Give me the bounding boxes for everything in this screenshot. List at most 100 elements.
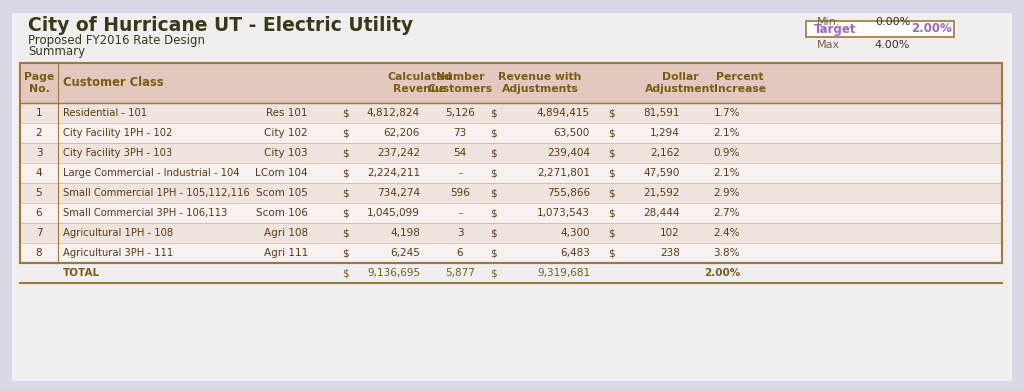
Text: 21,592: 21,592 (643, 188, 680, 198)
Text: $: $ (342, 148, 348, 158)
FancyBboxPatch shape (12, 13, 1012, 381)
Text: 1,294: 1,294 (650, 128, 680, 138)
Text: $: $ (342, 108, 348, 118)
Text: 3: 3 (457, 228, 463, 238)
Text: Percent
Increase: Percent Increase (714, 72, 766, 94)
Text: $: $ (608, 108, 614, 118)
Text: Agri 111: Agri 111 (264, 248, 308, 258)
Text: City 102: City 102 (264, 128, 308, 138)
Text: 2.00%: 2.00% (703, 268, 740, 278)
Text: Dollar
Adjustment: Dollar Adjustment (645, 72, 715, 94)
Text: TOTAL: TOTAL (63, 268, 100, 278)
Text: City Facility 3PH - 103: City Facility 3PH - 103 (63, 148, 172, 158)
Text: $: $ (608, 148, 614, 158)
Text: 6: 6 (36, 208, 42, 218)
Text: $: $ (608, 208, 614, 218)
Text: 2.7%: 2.7% (714, 208, 740, 218)
FancyBboxPatch shape (20, 63, 1002, 103)
Text: 9,136,695: 9,136,695 (367, 268, 420, 278)
Text: $: $ (490, 188, 497, 198)
Text: 237,242: 237,242 (377, 148, 420, 158)
Text: 28,444: 28,444 (643, 208, 680, 218)
Text: $: $ (342, 228, 348, 238)
Text: 47,590: 47,590 (644, 168, 680, 178)
Text: 2.9%: 2.9% (714, 188, 740, 198)
Text: $: $ (608, 168, 614, 178)
Text: $: $ (490, 148, 497, 158)
Text: 2,162: 2,162 (650, 148, 680, 158)
FancyBboxPatch shape (20, 223, 1002, 243)
Text: $: $ (490, 108, 497, 118)
Text: 4,812,824: 4,812,824 (367, 108, 420, 118)
Text: 4: 4 (36, 168, 42, 178)
Text: City Facility 1PH - 102: City Facility 1PH - 102 (63, 128, 172, 138)
Text: 1: 1 (36, 108, 42, 118)
Text: 0.9%: 0.9% (714, 148, 740, 158)
Text: 238: 238 (660, 248, 680, 258)
Text: $: $ (490, 268, 497, 278)
Text: 1.7%: 1.7% (714, 108, 740, 118)
Text: $: $ (342, 188, 348, 198)
Text: $: $ (342, 128, 348, 138)
Text: Agri 108: Agri 108 (264, 228, 308, 238)
Text: Residential - 101: Residential - 101 (63, 108, 147, 118)
Text: 2,224,211: 2,224,211 (367, 168, 420, 178)
Text: Page
No.: Page No. (24, 72, 54, 94)
Text: City of Hurricane UT - Electric Utility: City of Hurricane UT - Electric Utility (28, 16, 413, 35)
Text: Agricultural 3PH - 111: Agricultural 3PH - 111 (63, 248, 173, 258)
Text: 5: 5 (36, 188, 42, 198)
Text: $: $ (490, 128, 497, 138)
Text: $: $ (608, 248, 614, 258)
Text: Agricultural 1PH - 108: Agricultural 1PH - 108 (63, 228, 173, 238)
Text: 734,274: 734,274 (377, 188, 420, 198)
Text: 4.00%: 4.00% (874, 40, 910, 50)
Text: 3: 3 (36, 148, 42, 158)
Text: 7: 7 (36, 228, 42, 238)
Text: 5,126: 5,126 (445, 108, 475, 118)
Text: $: $ (490, 248, 497, 258)
Text: Min.: Min. (816, 17, 840, 27)
Text: Revenue with
Adjustments: Revenue with Adjustments (499, 72, 582, 94)
Text: Proposed FY2016 Rate Design: Proposed FY2016 Rate Design (28, 34, 205, 47)
Text: 596: 596 (451, 188, 470, 198)
FancyBboxPatch shape (806, 21, 954, 37)
Text: LCom 104: LCom 104 (255, 168, 308, 178)
Text: Calculated
Revenue: Calculated Revenue (388, 72, 453, 94)
Text: Summary: Summary (28, 45, 85, 58)
Text: 62,206: 62,206 (384, 128, 420, 138)
Text: 2.4%: 2.4% (714, 228, 740, 238)
Text: 6,245: 6,245 (390, 248, 420, 258)
Text: 102: 102 (660, 228, 680, 238)
Text: Target: Target (813, 23, 856, 36)
Text: 4,300: 4,300 (560, 228, 590, 238)
Text: City 103: City 103 (264, 148, 308, 158)
Text: $: $ (608, 188, 614, 198)
Text: 4,198: 4,198 (390, 228, 420, 238)
Text: 1,073,543: 1,073,543 (537, 208, 590, 218)
Text: $: $ (342, 208, 348, 218)
Text: 239,404: 239,404 (547, 148, 590, 158)
Text: 2: 2 (36, 128, 42, 138)
Text: $: $ (490, 208, 497, 218)
Text: Small Commercial 3PH - 106,113: Small Commercial 3PH - 106,113 (63, 208, 227, 218)
FancyBboxPatch shape (20, 203, 1002, 223)
Text: -: - (458, 208, 462, 218)
Text: 8: 8 (36, 248, 42, 258)
Text: Scom 106: Scom 106 (256, 208, 308, 218)
Text: 63,500: 63,500 (554, 128, 590, 138)
Text: 5,877: 5,877 (445, 268, 475, 278)
Text: 6: 6 (457, 248, 463, 258)
Text: 4,894,415: 4,894,415 (537, 108, 590, 118)
Text: 54: 54 (454, 148, 467, 158)
FancyBboxPatch shape (20, 123, 1002, 143)
FancyBboxPatch shape (20, 183, 1002, 203)
Text: 81,591: 81,591 (643, 108, 680, 118)
Text: -: - (458, 168, 462, 178)
Text: 9,319,681: 9,319,681 (537, 268, 590, 278)
Text: $: $ (608, 128, 614, 138)
Text: 6,483: 6,483 (560, 248, 590, 258)
Text: 2.1%: 2.1% (714, 128, 740, 138)
Text: Large Commercial - Industrial - 104: Large Commercial - Industrial - 104 (63, 168, 240, 178)
Text: Scom 105: Scom 105 (256, 188, 308, 198)
FancyBboxPatch shape (20, 163, 1002, 183)
